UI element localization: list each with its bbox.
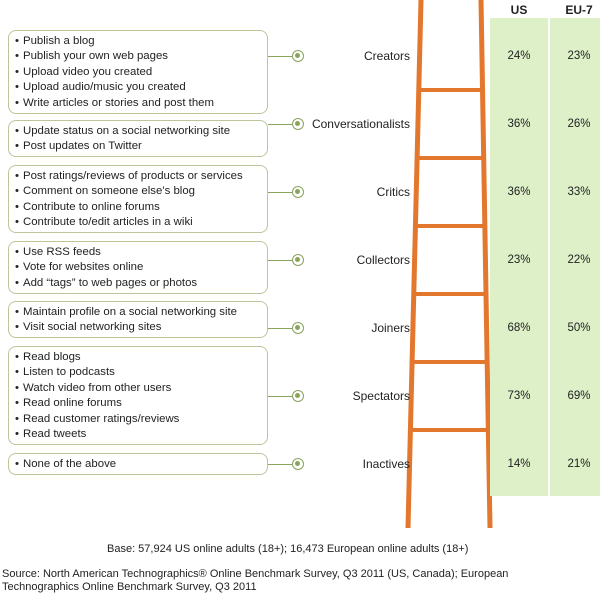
activity-item: Visit social networking sites bbox=[15, 320, 261, 335]
joiners-activity-list: Maintain profile on a social networking … bbox=[15, 305, 261, 336]
collectors-activity-list: Use RSS feeds Vote for websites online A… bbox=[15, 245, 261, 291]
activity-item: Maintain profile on a social networking … bbox=[15, 305, 261, 320]
joiners-eu-value: 50% bbox=[567, 322, 591, 334]
joiners-us-value: 68% bbox=[507, 322, 531, 334]
collectors-label: Collectors bbox=[356, 253, 410, 267]
activity-item: Watch video from other users bbox=[15, 381, 261, 396]
activity-item: Publish your own web pages bbox=[15, 49, 261, 64]
spectators-connector-dot bbox=[292, 390, 304, 402]
source-line-1: Source: North American Technographics® O… bbox=[2, 568, 509, 580]
source-line-2: Technographics Online Benchmark Survey, … bbox=[2, 581, 257, 593]
activity-item: Read online forums bbox=[15, 396, 261, 411]
conversationalists-eu-value: 26% bbox=[567, 118, 591, 130]
conversationalists-activities-box: Update status on a social networking sit… bbox=[8, 120, 268, 157]
eu-column-header: EU-7 bbox=[565, 3, 593, 17]
collectors-eu-value: 22% bbox=[567, 254, 591, 266]
activity-item: Comment on someone else’s blog bbox=[15, 184, 261, 199]
critics-eu-value: 33% bbox=[567, 186, 591, 198]
critics-connector-dot bbox=[292, 186, 304, 198]
creators-connector-dot bbox=[292, 50, 304, 62]
inactives-activity-list: None of the above bbox=[15, 457, 261, 472]
creators-connector bbox=[268, 56, 298, 57]
creators-us-value: 24% bbox=[507, 50, 531, 62]
joiners-connector-dot bbox=[292, 322, 304, 334]
activity-item: None of the above bbox=[15, 457, 261, 472]
joiners-activities-box: Maintain profile on a social networking … bbox=[8, 301, 268, 338]
inactives-label: Inactives bbox=[362, 457, 410, 471]
conversationalists-connector bbox=[268, 124, 298, 125]
inactives-us-value: 14% bbox=[507, 458, 531, 470]
us-column-background bbox=[490, 18, 548, 496]
conversationalists-us-value: 36% bbox=[507, 118, 531, 130]
conversationalists-label: Conversationalists bbox=[311, 117, 410, 131]
critics-connector bbox=[268, 192, 298, 193]
creators-label: Creators bbox=[363, 49, 410, 63]
activity-item: Upload audio/music you created bbox=[15, 80, 261, 95]
creators-eu-value: 23% bbox=[567, 50, 591, 62]
activity-item: Contribute to/edit articles in a wiki bbox=[15, 215, 261, 230]
activity-item: Contribute to online forums bbox=[15, 200, 261, 215]
us-column-header: US bbox=[510, 3, 528, 17]
collectors-connector bbox=[268, 260, 298, 261]
eu-column-background bbox=[550, 18, 600, 496]
collectors-activities-box: Use RSS feeds Vote for websites online A… bbox=[8, 241, 268, 294]
activity-item: Upload video you created bbox=[15, 65, 261, 80]
activity-item: Read tweets bbox=[15, 427, 261, 442]
ladder-rungs bbox=[410, 88, 489, 432]
critics-label: Critics bbox=[376, 185, 410, 199]
activity-item: Vote for websites online bbox=[15, 260, 261, 275]
joiners-connector bbox=[268, 328, 298, 329]
critics-activities-box: Post ratings/reviews of products or serv… bbox=[8, 165, 268, 233]
activity-item: Post updates on Twitter bbox=[15, 139, 261, 154]
conversationalists-connector-dot bbox=[292, 118, 304, 130]
activity-item: Write articles or stories and post them bbox=[15, 96, 261, 111]
spectators-connector bbox=[268, 396, 298, 397]
spectators-activities-box: Read blogs Listen to podcasts Watch vide… bbox=[8, 346, 268, 445]
activity-item: Add “tags” to web pages or photos bbox=[15, 276, 261, 291]
activity-item: Listen to podcasts bbox=[15, 365, 261, 380]
inactives-eu-value: 21% bbox=[567, 458, 591, 470]
activity-item: Publish a blog bbox=[15, 34, 261, 49]
collectors-connector-dot bbox=[292, 254, 304, 266]
spectators-eu-value: 69% bbox=[567, 390, 591, 402]
activity-item: Use RSS feeds bbox=[15, 245, 261, 260]
base-note: Base: 57,924 US online adults (18+); 16,… bbox=[107, 543, 469, 555]
inactives-activities-box: None of the above bbox=[8, 453, 268, 475]
activity-item: Post ratings/reviews of products or serv… bbox=[15, 169, 261, 184]
critics-us-value: 36% bbox=[507, 186, 531, 198]
inactives-connector-dot bbox=[292, 458, 304, 470]
ladder-right-rail bbox=[478, 0, 493, 529]
inactives-connector bbox=[268, 464, 298, 465]
conversationalists-activity-list: Update status on a social networking sit… bbox=[15, 124, 261, 155]
joiners-label: Joiners bbox=[371, 321, 410, 335]
spectators-us-value: 73% bbox=[507, 390, 531, 402]
activity-item: Read blogs bbox=[15, 350, 261, 365]
spectators-label: Spectators bbox=[352, 389, 410, 403]
spectators-activity-list: Read blogs Listen to podcasts Watch vide… bbox=[15, 350, 261, 442]
activity-item: Read customer ratings/reviews bbox=[15, 412, 261, 427]
activity-item: Update status on a social networking sit… bbox=[15, 124, 261, 139]
collectors-us-value: 23% bbox=[507, 254, 531, 266]
critics-activity-list: Post ratings/reviews of products or serv… bbox=[15, 169, 261, 231]
creators-activity-list: Publish a blog Publish your own web page… bbox=[15, 34, 261, 111]
creators-activities-box: Publish a blog Publish your own web page… bbox=[8, 30, 268, 114]
